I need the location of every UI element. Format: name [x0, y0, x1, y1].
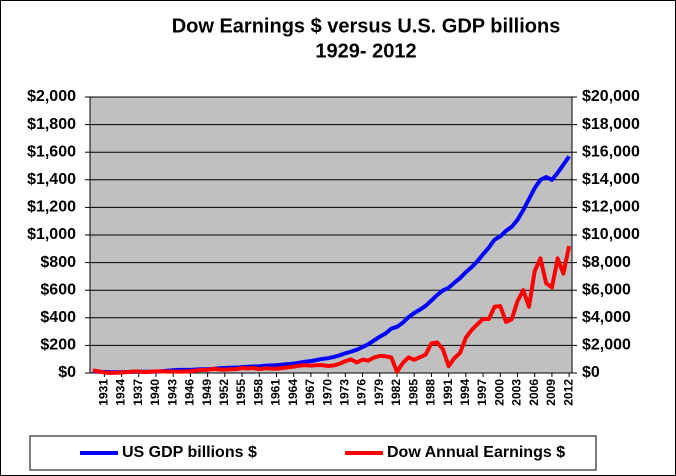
y2-tick-label: $16,000: [582, 143, 640, 160]
chart-subtitle: 1929- 2012: [315, 40, 416, 62]
legend-label: US GDP billions $: [122, 444, 257, 461]
y2-tick-label: $6,000: [582, 281, 631, 298]
x-tick-label: 1988: [424, 379, 438, 406]
x-tick-label: 1967: [303, 379, 317, 406]
x-tick-label: 1982: [389, 379, 403, 406]
y-tick-label: $600: [40, 281, 76, 298]
x-tick-label: 1952: [217, 379, 231, 406]
chart-title: Dow Earnings $ versus U.S. GDP billions: [172, 15, 561, 37]
y2-tick-label: $10,000: [582, 226, 640, 243]
x-tick-label: 2012: [561, 379, 575, 406]
y-tick-label: $1,200: [27, 199, 76, 216]
x-tick-label: 1955: [234, 379, 248, 406]
x-tick-label: 1949: [200, 379, 214, 406]
legend: [29, 435, 597, 471]
x-tick-label: 1934: [114, 379, 128, 406]
y-tick-label: $2,000: [27, 88, 76, 105]
x-tick-label: 2006: [527, 379, 541, 406]
y2-tick-label: $8,000: [582, 254, 631, 271]
y-tick-label: $1,800: [27, 116, 76, 133]
x-tick-label: 1997: [475, 379, 489, 406]
series-line: [92, 245, 572, 375]
y-tick-label: $0: [58, 364, 76, 381]
x-tick-label: 2009: [544, 379, 558, 406]
y2-tick-label: $4,000: [582, 309, 631, 326]
x-tick-label: 1970: [320, 379, 334, 406]
y-tick-label: $1,000: [27, 226, 76, 243]
y2-tick-label: $18,000: [582, 116, 640, 133]
y-tick-label: $1,600: [27, 143, 76, 160]
x-tick-label: 1931: [97, 379, 111, 406]
y2-tick-label: $2,000: [582, 337, 631, 354]
x-tick-label: 1937: [131, 379, 145, 406]
x-tick-label: 1958: [251, 379, 265, 406]
x-tick-label: 1940: [148, 379, 162, 406]
x-tick-label: 1943: [165, 379, 179, 406]
x-tick-label: 1964: [286, 379, 300, 406]
y2-tick-label: $0: [582, 364, 600, 381]
y-tick-label: $800: [40, 254, 76, 271]
x-tick-label: 1961: [269, 379, 283, 406]
legend-label: Dow Annual Earnings $: [387, 444, 565, 461]
x-tick-label: 1979: [372, 379, 386, 406]
x-tick-label: 2003: [510, 379, 524, 406]
x-tick-label: 1985: [406, 379, 420, 406]
x-tick-label: 1991: [441, 379, 455, 406]
y-tick-label: $1,400: [27, 171, 76, 188]
x-tick-label: 2000: [492, 379, 506, 406]
y-tick-label: $400: [40, 309, 76, 326]
y-tick-label: $200: [40, 337, 76, 354]
x-tick-label: 1994: [458, 379, 472, 406]
y2-tick-label: $20,000: [582, 88, 640, 105]
x-tick-label: 1976: [355, 379, 369, 406]
y2-tick-label: $14,000: [582, 171, 640, 188]
x-tick-label: 1973: [338, 379, 352, 406]
x-tick-label: 1946: [183, 379, 197, 406]
y2-tick-label: $12,000: [582, 199, 640, 216]
